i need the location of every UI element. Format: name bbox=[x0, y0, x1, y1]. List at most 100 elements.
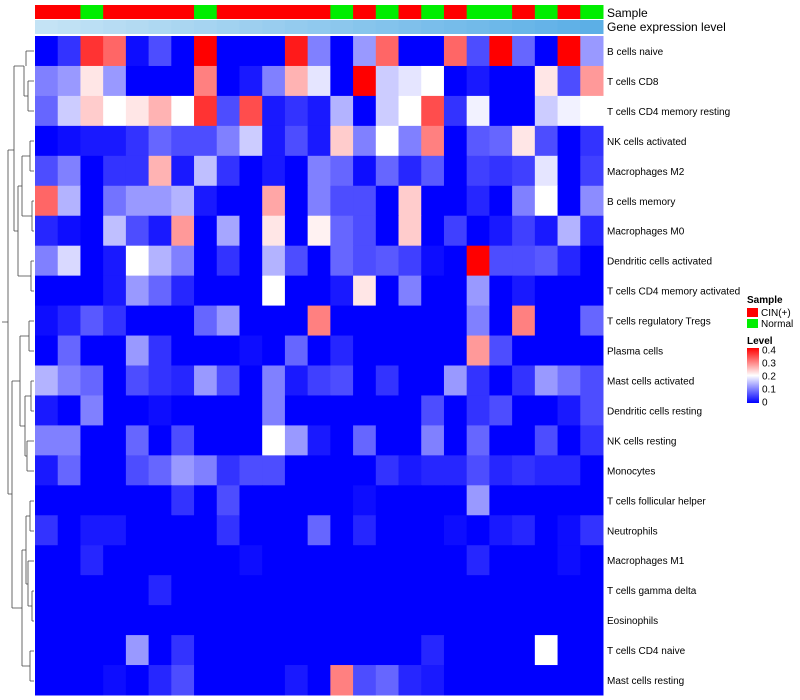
heatmap-cell bbox=[194, 395, 218, 426]
heatmap-cell bbox=[353, 425, 377, 456]
heatmap-cell bbox=[580, 545, 604, 576]
heatmap-cell bbox=[148, 95, 172, 127]
heatmap-cell bbox=[466, 36, 490, 67]
heatmap-cell bbox=[284, 335, 309, 366]
heatmap-cell bbox=[103, 215, 127, 247]
heatmap-cell bbox=[443, 305, 468, 337]
sample-cell bbox=[148, 5, 172, 19]
sample-cell bbox=[534, 5, 559, 19]
heatmap-cell bbox=[489, 275, 513, 307]
heatmap-cell bbox=[353, 365, 377, 396]
heatmap-cell bbox=[148, 245, 172, 277]
heatmap-cell bbox=[307, 605, 331, 636]
heatmap-cell bbox=[125, 125, 150, 157]
heatmap-cell bbox=[57, 545, 81, 576]
heatmap-cell bbox=[375, 125, 400, 157]
heatmap-cell bbox=[80, 335, 104, 366]
heatmap-cell bbox=[125, 395, 150, 426]
heatmap-cell bbox=[489, 485, 513, 516]
heatmap-cell bbox=[580, 125, 604, 157]
heatmap-cell bbox=[557, 635, 581, 666]
heatmap-cell bbox=[307, 305, 331, 337]
row-label: T cells follicular helper bbox=[607, 496, 706, 507]
heatmap-cell bbox=[330, 545, 354, 576]
heatmap-cell bbox=[171, 635, 195, 666]
heatmap-cell bbox=[80, 65, 104, 97]
heatmap-cell bbox=[580, 365, 604, 396]
heatmap-cell bbox=[216, 275, 240, 307]
heatmap-cell bbox=[353, 95, 377, 127]
heatmap-cell bbox=[239, 185, 263, 217]
heatmap-cell bbox=[194, 65, 218, 97]
heatmap-cell bbox=[125, 425, 150, 456]
heatmap-cell bbox=[80, 665, 104, 696]
heatmap-cell bbox=[489, 395, 513, 426]
heatmap-cell bbox=[398, 395, 422, 426]
heatmap-cell bbox=[194, 36, 218, 67]
sample-cell bbox=[80, 5, 104, 19]
heatmap-cell bbox=[103, 665, 127, 696]
heatmap-cell bbox=[353, 545, 377, 576]
heatmap-cell bbox=[171, 36, 195, 67]
legend: Sample CIN(+) Normal Level 0.4 0.3 0.2 0.1 0 bbox=[747, 295, 793, 409]
heatmap-cell bbox=[353, 485, 377, 516]
heatmap-cell bbox=[353, 275, 377, 307]
heatmap-cell bbox=[466, 575, 490, 606]
heatmap-cell bbox=[307, 215, 331, 247]
heatmap-cell bbox=[330, 36, 354, 67]
heatmap-cell bbox=[398, 635, 422, 666]
heatmap-cell bbox=[466, 125, 490, 157]
level-ticks: 0.4 0.3 0.2 0.1 0 bbox=[762, 346, 776, 409]
heatmap-cell bbox=[443, 515, 468, 546]
heatmap-cell bbox=[103, 275, 127, 307]
heatmap-cell bbox=[216, 665, 240, 696]
heatmap-cell bbox=[307, 275, 331, 307]
heatmap-cell bbox=[171, 335, 195, 366]
heatmap-cell bbox=[580, 425, 604, 456]
heatmap-cell bbox=[57, 275, 81, 307]
heatmap-cell bbox=[375, 455, 400, 486]
heatmap-cell bbox=[125, 485, 150, 516]
heatmap-cell bbox=[421, 485, 445, 516]
heatmap-cell bbox=[125, 305, 150, 337]
heatmap-cell bbox=[35, 545, 59, 576]
heatmap-cell bbox=[80, 275, 104, 307]
heatmap-cell bbox=[466, 335, 490, 366]
heatmap-cell bbox=[239, 605, 263, 636]
heatmap-cell bbox=[375, 65, 400, 97]
heatmap-cell bbox=[330, 665, 354, 696]
heatmap-cell bbox=[284, 275, 309, 307]
heatmap-cell bbox=[398, 95, 422, 127]
heatmap-cell bbox=[443, 665, 468, 696]
heatmap-cell bbox=[330, 275, 354, 307]
heatmap-cell bbox=[421, 305, 445, 337]
heatmap-cell bbox=[375, 635, 400, 666]
level-tick-label: 0.4 bbox=[762, 346, 776, 357]
heatmap-cell bbox=[80, 185, 104, 217]
heatmap-cell bbox=[284, 515, 309, 546]
heatmap-cell bbox=[489, 665, 513, 696]
heatmap-cell bbox=[216, 515, 240, 546]
heatmap-cell bbox=[262, 275, 286, 307]
heatmap-cell bbox=[103, 545, 127, 576]
heatmap-cell bbox=[171, 455, 195, 486]
heatmap-cell bbox=[398, 185, 422, 217]
heatmap-cell bbox=[330, 245, 354, 277]
sample-cell bbox=[262, 5, 286, 19]
heatmap-cell bbox=[534, 365, 559, 396]
heatmap-cell bbox=[512, 36, 536, 67]
heatmap-cell bbox=[398, 305, 422, 337]
heatmap-cell bbox=[534, 305, 559, 337]
sample-cell bbox=[216, 5, 240, 19]
heatmap-cell bbox=[171, 395, 195, 426]
heatmap-cell bbox=[466, 665, 490, 696]
heatmap-cell bbox=[375, 545, 400, 576]
heatmap-cell bbox=[125, 36, 150, 67]
heatmap-cell bbox=[443, 155, 468, 187]
heatmap-cell bbox=[466, 275, 490, 307]
heatmap-cell bbox=[35, 215, 59, 247]
heatmap-cell bbox=[171, 605, 195, 636]
heatmap-cell bbox=[57, 365, 81, 396]
heatmap-cell bbox=[330, 65, 354, 97]
heatmap-cell bbox=[512, 65, 536, 97]
